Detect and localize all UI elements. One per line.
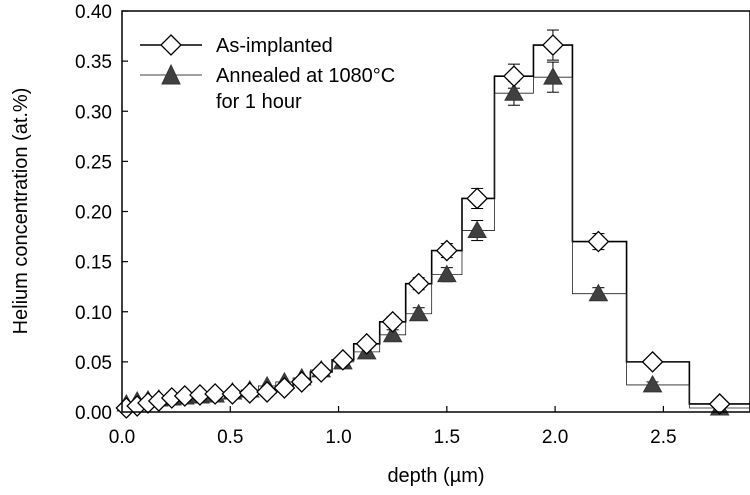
annealed-point — [504, 83, 524, 101]
x-tick-label: 2.5 — [650, 427, 676, 448]
y-tick-label: 0.00 — [75, 403, 112, 424]
annealed-point — [467, 220, 487, 239]
as-implanted-point — [381, 310, 404, 333]
legend-label-annealed: Annealed at 1080°C for 1 hour — [216, 65, 395, 113]
data-markers — [115, 34, 731, 419]
y-tick-label: 0.15 — [75, 253, 112, 274]
annealed-point — [382, 324, 403, 343]
legend-marker-as-implanted — [160, 34, 182, 56]
x-axis-title: depth (µm) — [387, 465, 484, 487]
as-implanted-point — [290, 371, 313, 393]
as-implanted-point — [204, 383, 227, 405]
as-implanted-point — [221, 383, 244, 405]
x-tick-label: 1.5 — [434, 427, 460, 448]
legend-marker-annealed — [161, 63, 181, 85]
as-implanted-point — [542, 34, 564, 57]
as-implanted-point — [435, 239, 458, 262]
y-tick-label: 0.40 — [75, 2, 112, 23]
annealed-point — [408, 303, 429, 322]
y-tick-label: 0.10 — [75, 303, 112, 324]
as-implanted-point — [310, 360, 333, 383]
legend-label-line: As-implanted — [216, 35, 333, 57]
y-tick-label: 0.25 — [75, 152, 112, 173]
legend-label-line: Annealed at 1080°C — [216, 65, 395, 87]
as-implanted-point — [641, 350, 664, 373]
x-tick-label: 1.0 — [325, 427, 351, 448]
x-tick-label: 0.5 — [217, 427, 243, 448]
annealed-point — [642, 374, 663, 393]
annealed-point — [588, 283, 609, 302]
as-implanted-point — [331, 348, 354, 371]
chart-ticks: 0.00 0.05 0.10 0.15 0.20 0.25 0.30 0.35 0.40 0.0 0… — [75, 2, 677, 448]
legend-label-line: for 1 hour — [216, 91, 302, 113]
legend-label-as-implanted: As-implanted — [216, 35, 333, 57]
x-tick-label: 0.0 — [109, 427, 135, 448]
y-tick-label: 0.05 — [75, 353, 112, 374]
as-implanted-point — [256, 381, 279, 403]
y-tick-label: 0.20 — [75, 203, 112, 224]
as-implanted-point — [466, 187, 489, 210]
as-implanted-point — [407, 272, 430, 295]
as-implanted-point — [708, 393, 731, 415]
legend: As-implanted Annealed at 1080°C for 1 hou… — [140, 34, 395, 113]
as-implanted-point — [238, 382, 261, 404]
as-implanted-point — [587, 230, 610, 253]
annealed-point — [436, 264, 457, 283]
annealed-point — [543, 67, 563, 85]
y-axis-title: Helium concentration (at.%) — [10, 88, 32, 335]
plot-area-frame — [121, 10, 750, 413]
x-tick-label: 2.0 — [542, 427, 568, 448]
as-implanted-point — [355, 332, 378, 355]
as-implanted-point — [503, 65, 525, 88]
y-tick-label: 0.35 — [75, 52, 112, 73]
y-tick-label: 0.30 — [75, 102, 112, 123]
as-implanted-point — [273, 377, 296, 399]
